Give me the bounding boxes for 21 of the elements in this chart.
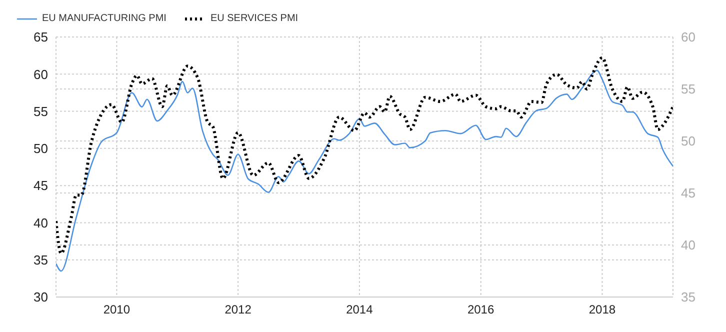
y2-tick-label: 60 [681, 30, 696, 45]
y-tick-label: 35 [34, 252, 48, 268]
y2-tick-label: 35 [681, 290, 696, 305]
x-tick-label: 2014 [346, 302, 374, 317]
y-tick-label: 45 [34, 178, 48, 194]
x-tick-label: 2010 [103, 302, 130, 317]
y-tick-label: 40 [34, 215, 48, 230]
legend-label: EU MANUFACTURING PMI [42, 13, 166, 24]
legend-label: EU SERVICES PMI [210, 13, 298, 24]
y-tick-label: 30 [34, 290, 48, 305]
y2-tick-label: 50 [681, 134, 696, 149]
y2-tick-label: 45 [681, 186, 696, 201]
y2-tick-label: 55 [681, 82, 696, 97]
y2-tick-label: 40 [681, 238, 696, 253]
y-tick-label: 50 [34, 141, 48, 156]
x-tick-label: 2016 [467, 302, 494, 317]
x-tick-label: 2018 [588, 302, 616, 317]
x-tick-label: 2012 [224, 302, 252, 317]
y-tick-label: 65 [34, 30, 48, 45]
y-tick-label: 60 [34, 66, 48, 82]
y-tick-label: 55 [34, 104, 48, 119]
